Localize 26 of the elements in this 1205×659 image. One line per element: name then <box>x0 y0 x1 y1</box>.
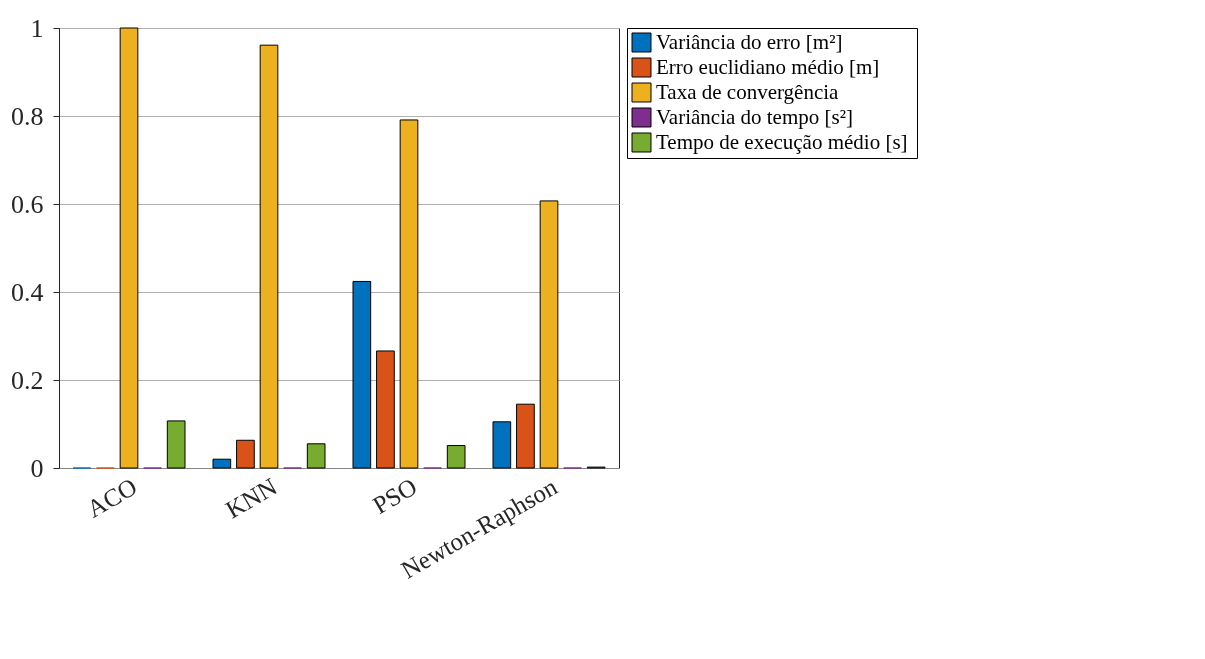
legend-label: Variância do tempo [s²] <box>656 104 853 129</box>
bar <box>539 200 559 469</box>
y-tick-label: 0.8 <box>11 101 44 131</box>
legend-label: Variância do erro [m²] <box>656 29 843 54</box>
bar <box>446 445 466 469</box>
bar <box>236 439 255 469</box>
legend-label: Tempo de execução médio [s] <box>656 129 908 154</box>
bar <box>516 403 535 469</box>
y-tick-label: 0.2 <box>11 365 44 395</box>
legend-label: Taxa de convergência <box>656 79 840 104</box>
bar <box>166 420 186 469</box>
bar <box>306 443 326 469</box>
y-tick-label: 1 <box>30 13 44 43</box>
y-tick-label: 0.6 <box>11 189 44 219</box>
bar <box>119 27 139 469</box>
bar <box>259 44 279 469</box>
legend-label: Erro euclidiano médio [m] <box>656 54 880 79</box>
bar <box>492 421 512 469</box>
x-tick-label: KNN <box>221 472 282 524</box>
x-tick-label: ACO <box>82 472 142 523</box>
bar <box>212 458 232 469</box>
y-tick-label: 0.4 <box>11 277 44 307</box>
y-tick-label: 0 <box>30 453 44 483</box>
bar <box>352 280 372 469</box>
bar <box>376 350 395 469</box>
bar <box>399 119 419 469</box>
